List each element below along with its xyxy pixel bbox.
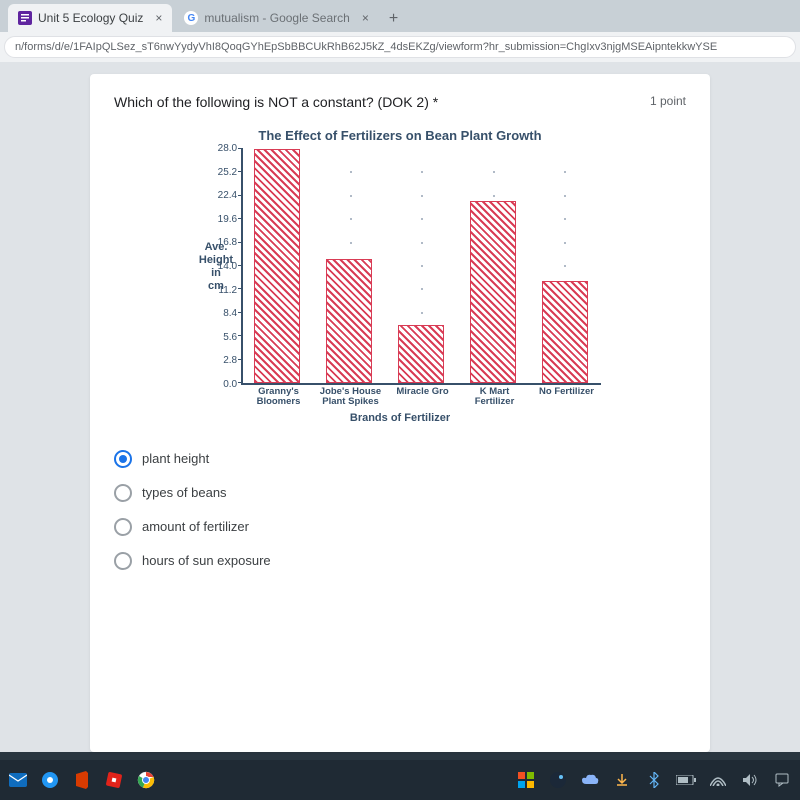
option-label: types of beans [142, 485, 227, 500]
settings-icon[interactable] [40, 770, 60, 790]
radio-icon[interactable] [114, 518, 132, 536]
download-icon[interactable] [612, 770, 632, 790]
chart-column [465, 201, 521, 383]
quiz-option[interactable]: hours of sun exposure [114, 544, 686, 578]
page-content: Which of the following is NOT a constant… [0, 62, 800, 752]
google-favicon: G [184, 11, 198, 25]
chart: The Effect of Fertilizers on Bean Plant … [114, 124, 686, 424]
quiz-card: Which of the following is NOT a constant… [90, 74, 710, 752]
x-tick-label: Granny'sBloomers [243, 385, 315, 408]
x-tick-label: No Fertilizer [531, 385, 603, 408]
option-label: amount of fertilizer [142, 519, 249, 534]
tab-google-search[interactable]: G mutualism - Google Search × [174, 4, 378, 32]
quiz-option[interactable]: types of beans [114, 476, 686, 510]
taskbar-right [516, 770, 792, 790]
tab-title: mutualism - Google Search [204, 11, 349, 25]
x-tick-label: Jobe's HousePlant Spikes [315, 385, 387, 408]
chart-plot [241, 149, 601, 385]
radio-icon[interactable] [114, 450, 132, 468]
x-tick-label: K MartFertilizer [459, 385, 531, 408]
quiz-option[interactable]: amount of fertilizer [114, 510, 686, 544]
battery-icon[interactable] [676, 770, 696, 790]
chart-bar [470, 201, 516, 383]
roblox-icon[interactable] [104, 770, 124, 790]
volume-icon[interactable] [740, 770, 760, 790]
radio-icon[interactable] [114, 552, 132, 570]
steam-icon[interactable] [548, 770, 568, 790]
taskbar-left [8, 770, 156, 790]
notification-icon[interactable] [772, 770, 792, 790]
taskbar [0, 760, 800, 800]
chart-column [249, 149, 305, 383]
chart-bar [542, 281, 588, 383]
chart-title: The Effect of Fertilizers on Bean Plant … [258, 128, 541, 143]
office-icon[interactable] [72, 770, 92, 790]
x-tick-label: Miracle Gro [387, 385, 459, 408]
chrome-icon[interactable] [136, 770, 156, 790]
tab-title: Unit 5 Ecology Quiz [38, 11, 143, 25]
mail-icon[interactable] [8, 770, 28, 790]
grid-icon[interactable] [516, 770, 536, 790]
chart-column [393, 325, 449, 384]
y-tick-mark [238, 382, 243, 383]
option-label: plant height [142, 451, 209, 466]
points-label: 1 point [650, 94, 686, 110]
question-text: Which of the following is NOT a constant… [114, 94, 438, 110]
radio-icon[interactable] [114, 484, 132, 502]
bluetooth-icon[interactable] [644, 770, 664, 790]
browser-url-bar: n/forms/d/e/1FAIpQLSez_sT6nwYydyVhI8QoqG… [0, 32, 800, 62]
options-group: plant height types of beans amount of fert… [114, 442, 686, 578]
chart-bar [326, 259, 372, 383]
forms-favicon [18, 11, 32, 25]
chart-column [537, 281, 593, 383]
y-tick-mark [238, 148, 243, 149]
chart-column [321, 259, 377, 383]
option-label: hours of sun exposure [142, 553, 271, 568]
tab-ecology-quiz[interactable]: Unit 5 Ecology Quiz × [8, 4, 172, 32]
close-icon[interactable]: × [155, 11, 162, 25]
network-icon[interactable] [708, 770, 728, 790]
quiz-option[interactable]: plant height [114, 442, 686, 476]
cloud-icon[interactable] [580, 770, 600, 790]
browser-tab-bar: Unit 5 Ecology Quiz × G mutualism - Goog… [0, 0, 800, 32]
chart-bar [254, 149, 300, 383]
close-icon[interactable]: × [362, 11, 369, 25]
new-tab-button[interactable]: + [381, 6, 406, 32]
url-input[interactable]: n/forms/d/e/1FAIpQLSez_sT6nwYydyVhI8QoqG… [4, 36, 796, 58]
chart-bar [398, 325, 444, 384]
x-axis-label: Brands of Fertilizer [350, 412, 450, 424]
x-axis-labels: Granny'sBloomersJobe's HousePlant Spikes… [243, 385, 603, 408]
